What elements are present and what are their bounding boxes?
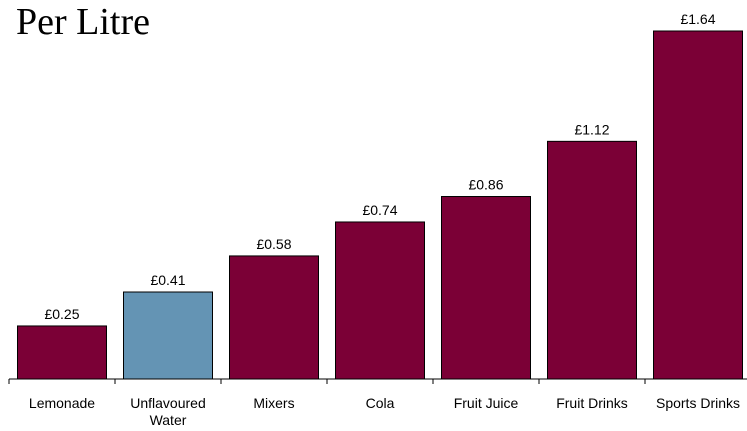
bar-mixers bbox=[229, 255, 319, 380]
data-label: £0.41 bbox=[150, 272, 185, 288]
x-tick-label: Sports Drinks bbox=[656, 395, 740, 411]
data-label: £0.86 bbox=[468, 177, 503, 193]
x-tick-label: Cola bbox=[366, 395, 395, 411]
x-axis bbox=[8, 378, 747, 384]
data-label: £0.58 bbox=[256, 236, 291, 252]
bars-layer bbox=[17, 30, 743, 380]
bar-fruit-juice bbox=[441, 196, 531, 380]
x-tick-label: Unflavoured Water bbox=[130, 395, 206, 428]
bar-fruit-drinks bbox=[547, 140, 637, 380]
x-tick-label: Fruit Juice bbox=[454, 395, 519, 411]
bar-cola bbox=[335, 221, 425, 380]
data-label: £1.64 bbox=[680, 11, 715, 27]
data-label: £0.25 bbox=[44, 306, 79, 322]
x-tick-label: Mixers bbox=[253, 395, 294, 411]
bar-lemonade bbox=[17, 325, 107, 380]
x-tick-label: Lemonade bbox=[29, 395, 95, 411]
data-label: £1.12 bbox=[574, 121, 609, 137]
x-tick-label: Fruit Drinks bbox=[556, 395, 628, 411]
chart-title: Per Litre bbox=[16, 1, 150, 43]
bar-unflavoured-water bbox=[123, 291, 213, 380]
bar-sports-drinks bbox=[653, 30, 743, 380]
labels-layer: £0.25 Lemonade £0.41 Unflavoured Water £0.58 M… bbox=[29, 11, 740, 428]
data-label: £0.74 bbox=[362, 202, 397, 218]
